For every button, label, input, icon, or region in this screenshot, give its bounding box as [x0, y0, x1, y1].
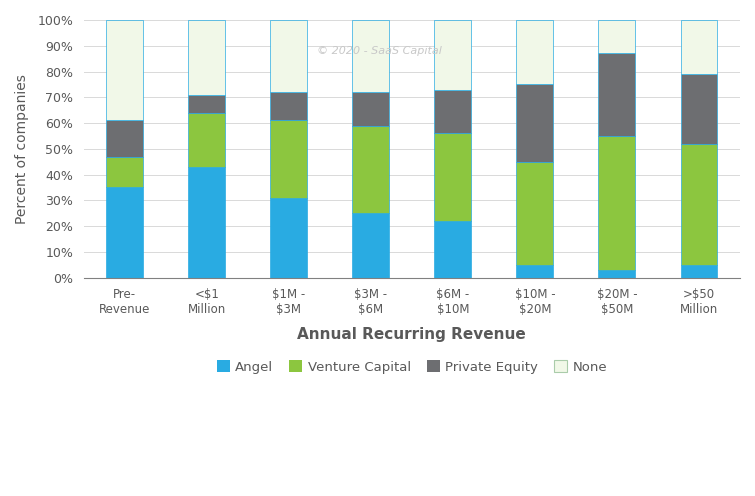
Bar — [680, 265, 717, 278]
Bar — [106, 157, 143, 187]
Bar — [353, 125, 390, 213]
Bar — [516, 265, 553, 278]
Bar — [434, 20, 471, 90]
Bar — [516, 20, 553, 84]
Bar — [353, 213, 390, 278]
Bar — [516, 84, 553, 162]
Legend: Angel, Venture Capital, Private Equity, None: Angel, Venture Capital, Private Equity, … — [211, 355, 612, 379]
Bar — [270, 20, 307, 92]
Bar — [599, 270, 636, 278]
Bar — [106, 187, 143, 278]
Bar — [434, 133, 471, 221]
Bar — [353, 92, 390, 125]
Bar — [599, 136, 636, 270]
Bar — [434, 90, 471, 133]
Bar — [680, 20, 717, 74]
Bar — [270, 92, 307, 121]
Bar — [188, 95, 225, 113]
X-axis label: Annual Recurring Revenue: Annual Recurring Revenue — [297, 327, 526, 342]
Bar — [516, 162, 553, 265]
Bar — [599, 20, 636, 54]
Bar — [270, 121, 307, 198]
Bar — [188, 113, 225, 167]
Bar — [353, 20, 390, 92]
Bar — [270, 198, 307, 278]
Bar — [599, 54, 636, 136]
Y-axis label: Percent of companies: Percent of companies — [15, 74, 29, 224]
Bar — [188, 167, 225, 278]
Bar — [106, 20, 143, 121]
Bar — [434, 221, 471, 278]
Text: © 2020 - SaaS Capital: © 2020 - SaaS Capital — [316, 46, 442, 56]
Bar — [188, 20, 225, 95]
Bar — [680, 144, 717, 265]
Bar — [680, 74, 717, 144]
Bar — [106, 121, 143, 157]
